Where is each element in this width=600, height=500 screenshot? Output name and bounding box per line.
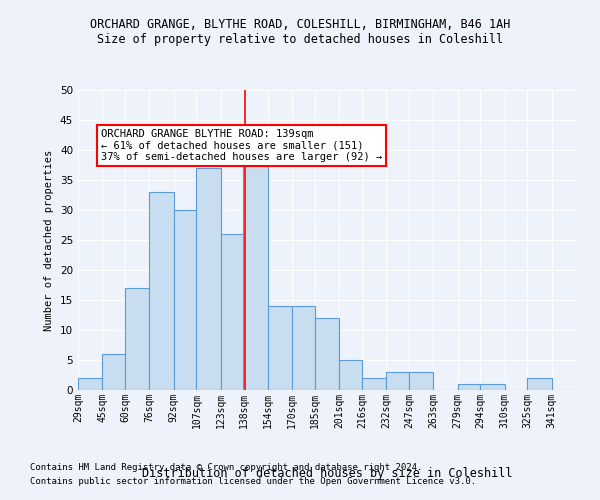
- Bar: [196, 168, 221, 390]
- Bar: [78, 378, 102, 390]
- X-axis label: Distribution of detached houses by size in Coleshill: Distribution of detached houses by size …: [142, 467, 512, 480]
- Bar: [292, 306, 315, 390]
- Y-axis label: Number of detached properties: Number of detached properties: [44, 150, 55, 330]
- Bar: [458, 384, 481, 390]
- Text: Size of property relative to detached houses in Coleshill: Size of property relative to detached ho…: [97, 32, 503, 46]
- Bar: [221, 234, 244, 390]
- Bar: [244, 156, 268, 390]
- Bar: [173, 210, 196, 390]
- Bar: [386, 372, 409, 390]
- Bar: [409, 372, 433, 390]
- Bar: [268, 306, 292, 390]
- Bar: [362, 378, 386, 390]
- Bar: [125, 288, 149, 390]
- Text: ORCHARD GRANGE, BLYTHE ROAD, COLESHILL, BIRMINGHAM, B46 1AH: ORCHARD GRANGE, BLYTHE ROAD, COLESHILL, …: [90, 18, 510, 30]
- Bar: [481, 384, 505, 390]
- Text: ORCHARD GRANGE BLYTHE ROAD: 139sqm
← 61% of detached houses are smaller (151)
37: ORCHARD GRANGE BLYTHE ROAD: 139sqm ← 61%…: [101, 129, 382, 162]
- Bar: [149, 192, 173, 390]
- Bar: [315, 318, 339, 390]
- Text: Contains public sector information licensed under the Open Government Licence v3: Contains public sector information licen…: [30, 477, 476, 486]
- Bar: [339, 360, 362, 390]
- Bar: [102, 354, 125, 390]
- Text: Contains HM Land Registry data © Crown copyright and database right 2024.: Contains HM Land Registry data © Crown c…: [30, 464, 422, 472]
- Bar: [527, 378, 552, 390]
